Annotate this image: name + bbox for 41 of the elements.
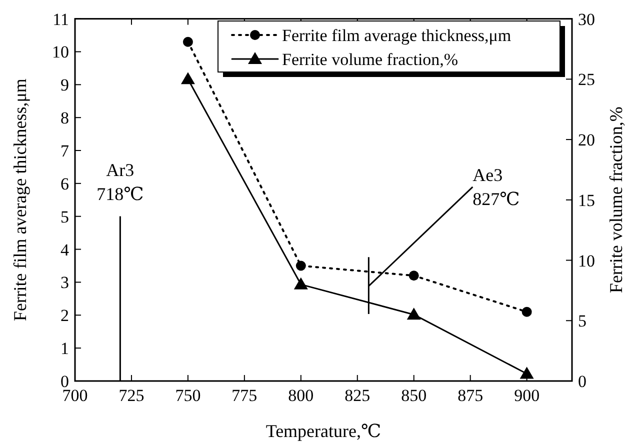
y-tick-label: 4 (60, 240, 70, 260)
x-tick-label: 900 (514, 386, 540, 405)
y-tick-label: 10 (52, 42, 69, 62)
point (296, 260, 306, 271)
x-tick-label: 750 (175, 386, 201, 405)
y-tick-label: 1 (60, 339, 69, 358)
y-tick-label: 2 (60, 306, 69, 326)
y-tick-label: 8 (60, 108, 69, 128)
y-axis-title: Ferrite film average thickness,μm (10, 78, 30, 322)
y-tick-label: 11 (52, 10, 69, 29)
y-tick-label: 3 (60, 273, 69, 292)
y2-tick-label: 30 (578, 10, 595, 29)
x-tick-label: 725 (118, 386, 144, 405)
y-tick-label: 7 (60, 142, 70, 161)
point (522, 306, 532, 317)
point (408, 270, 419, 281)
legend-label: Ferrite film average thickness,μm (282, 26, 512, 45)
ref-line-label: Ar3 718℃ (96, 160, 144, 204)
point (294, 277, 308, 290)
x-tick-label: 800 (288, 386, 314, 405)
y2-tick-label: 15 (578, 190, 595, 210)
y2-tick-label: 10 (578, 251, 595, 270)
y-tick-label: 6 (60, 174, 69, 194)
y2-tick-label: 25 (578, 70, 595, 90)
point (182, 36, 193, 47)
y2-tick-label: 20 (578, 130, 595, 150)
point (406, 308, 421, 320)
x-tick-label: 875 (458, 386, 484, 405)
legend-label: Ferrite volume fraction,% (282, 50, 458, 69)
point (180, 72, 195, 84)
y2-axis-title: Ferrite volume fraction,% (606, 106, 626, 294)
y2-tick-label: 5 (578, 312, 586, 331)
x-tick-label: 825 (344, 386, 370, 405)
point (520, 366, 534, 379)
y-tick-label: 9 (60, 76, 69, 95)
x-tick-label: 850 (401, 386, 427, 405)
x-axis-title: Temperature,℃ (266, 421, 382, 441)
y-tick-label: 5 (60, 207, 69, 226)
x-tick-label: 775 (232, 386, 258, 405)
ref-line-label: Ae3 827℃ (472, 164, 520, 209)
y2-tick-label: 0 (578, 372, 586, 391)
